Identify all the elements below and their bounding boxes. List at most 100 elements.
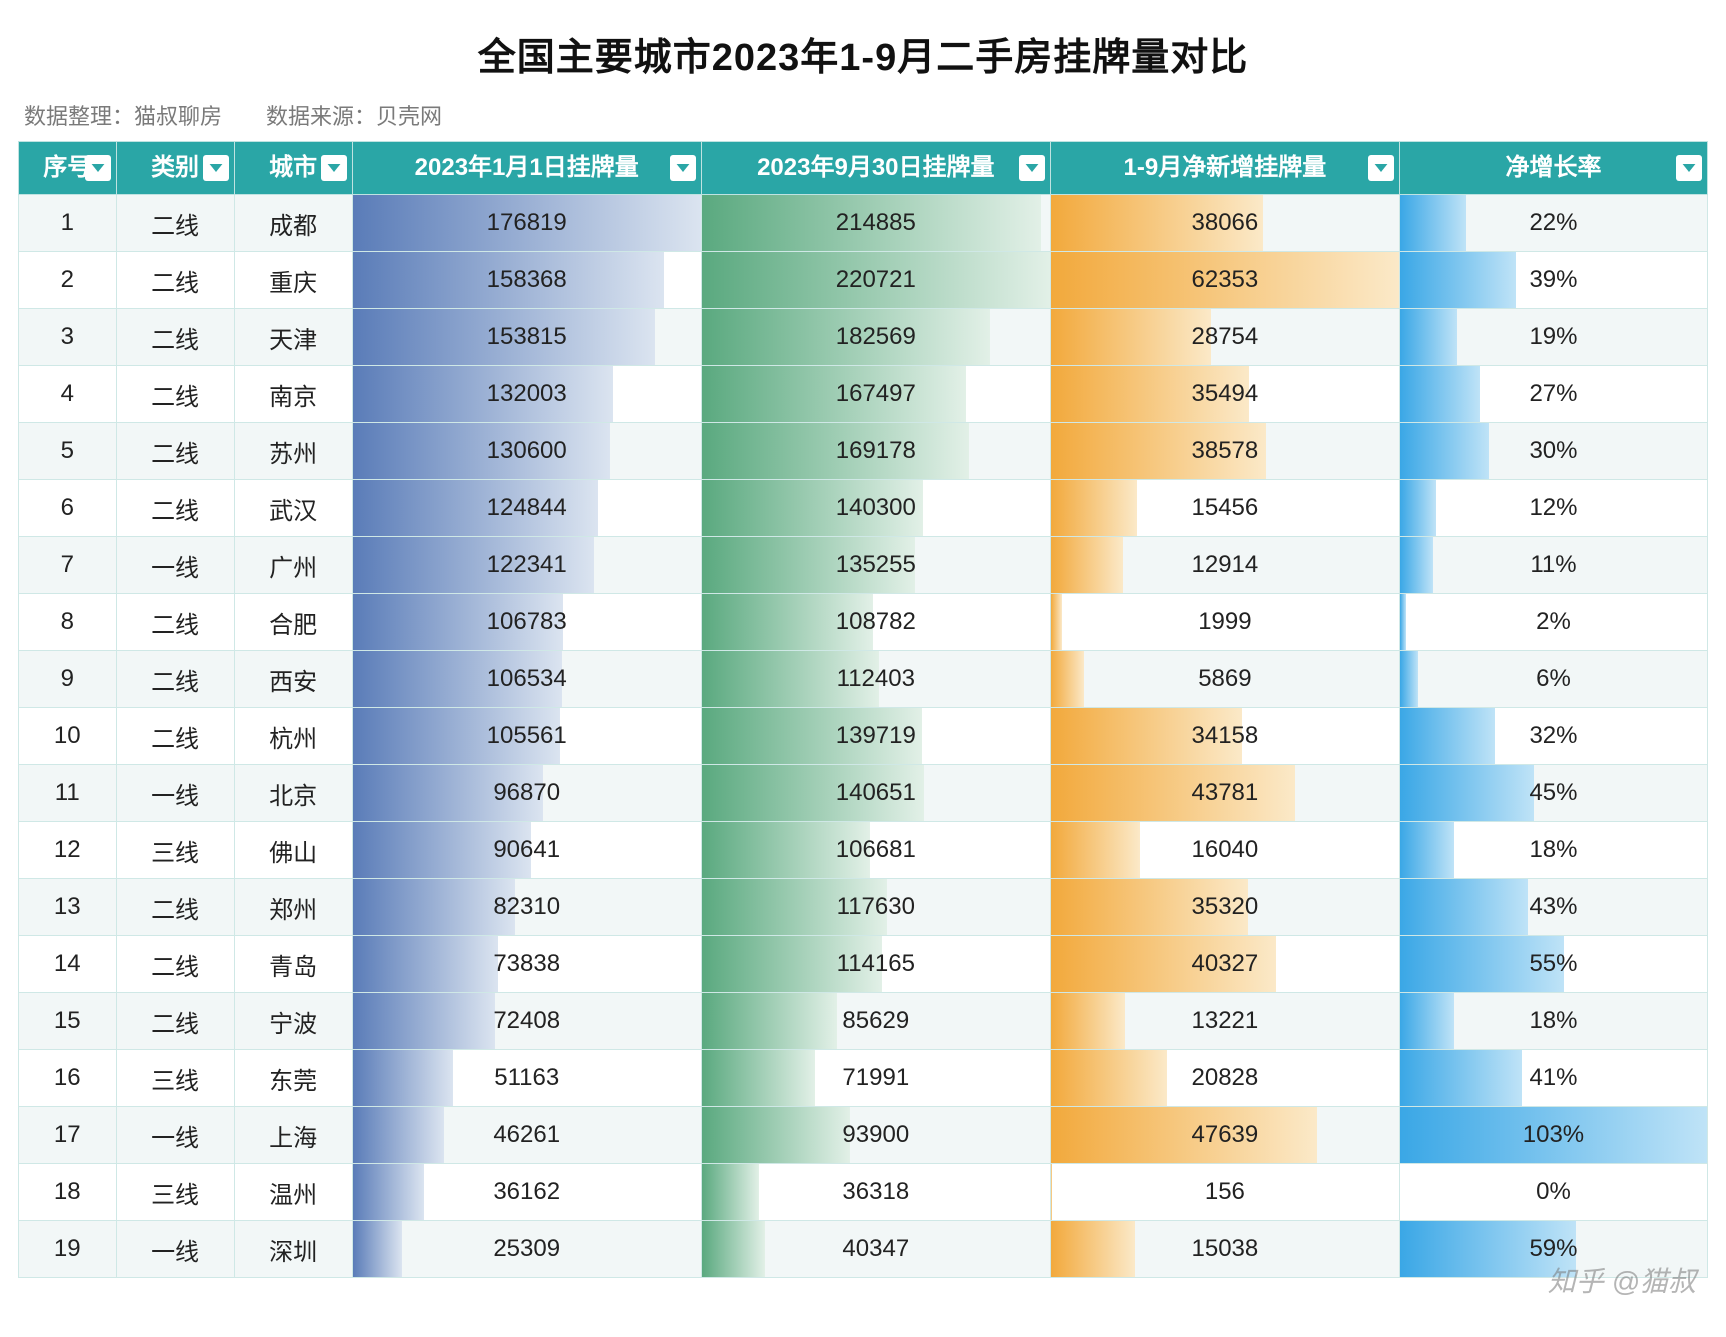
cell-inc: 28754 [1050,309,1399,366]
cell-value: 19% [1400,309,1707,365]
cell-jan: 105561 [352,708,701,765]
cell-value: 28754 [1051,309,1399,365]
cell-value: 85629 [702,993,1050,1049]
filter-dropdown-icon[interactable] [85,155,111,181]
cell-idx: 2 [19,252,117,309]
cell-value: 112403 [702,651,1050,707]
col-header-rate[interactable]: 净增长率 [1399,142,1707,195]
cell-rate: 11% [1399,537,1707,594]
col-header-inc[interactable]: 1-9月净新增挂牌量 [1050,142,1399,195]
cell-rate: 55% [1399,936,1707,993]
cell-inc: 40327 [1050,936,1399,993]
cell-value: 16040 [1051,822,1399,878]
cell-jan: 25309 [352,1221,701,1278]
cell-value: 47639 [1051,1107,1399,1163]
cell-value: 135255 [702,537,1050,593]
filter-dropdown-icon[interactable] [1019,155,1045,181]
cell-idx: 16 [19,1050,117,1107]
cell-value: 15038 [1051,1221,1399,1277]
col-header-city[interactable]: 城市 [234,142,352,195]
col-header-idx[interactable]: 序号 [19,142,117,195]
cell-city: 温州 [234,1164,352,1221]
table-row: 18三线温州36162363181560% [19,1164,1708,1221]
cell-jan: 51163 [352,1050,701,1107]
filter-dropdown-icon[interactable] [321,155,347,181]
cell-idx: 19 [19,1221,117,1278]
col-header-label: 2023年1月1日挂牌量 [415,142,639,194]
cell-value: 40347 [702,1221,1050,1277]
cell-value: 12% [1400,480,1707,536]
cell-jan: 176819 [352,195,701,252]
cell-sep: 182569 [701,309,1050,366]
cell-sep: 85629 [701,993,1050,1050]
cell-rate: 41% [1399,1050,1707,1107]
cell-city: 苏州 [234,423,352,480]
cell-rate: 2% [1399,594,1707,651]
cell-idx: 5 [19,423,117,480]
cell-rate: 6% [1399,651,1707,708]
cell-inc: 35494 [1050,366,1399,423]
cell-value: 36162 [353,1164,701,1220]
cell-inc: 43781 [1050,765,1399,822]
cell-value: 140300 [702,480,1050,536]
cell-inc: 62353 [1050,252,1399,309]
cell-value: 103% [1400,1107,1707,1163]
filter-dropdown-icon[interactable] [203,155,229,181]
filter-dropdown-icon[interactable] [1676,155,1702,181]
cell-value: 72408 [353,993,701,1049]
col-header-jan[interactable]: 2023年1月1日挂牌量 [352,142,701,195]
cell-value: 43% [1400,879,1707,935]
cell-rate: 43% [1399,879,1707,936]
cell-jan: 158368 [352,252,701,309]
cell-city: 合肥 [234,594,352,651]
cell-inc: 156 [1050,1164,1399,1221]
cell-sep: 106681 [701,822,1050,879]
cell-value: 38066 [1051,195,1399,251]
cell-tier: 二线 [116,480,234,537]
cell-city: 西安 [234,651,352,708]
cell-jan: 46261 [352,1107,701,1164]
cell-inc: 20828 [1050,1050,1399,1107]
table-row: 15二线宁波72408856291322118% [19,993,1708,1050]
cell-jan: 106783 [352,594,701,651]
cell-value: 55% [1400,936,1707,992]
cell-city: 东莞 [234,1050,352,1107]
cell-jan: 73838 [352,936,701,993]
cell-tier: 三线 [116,822,234,879]
cell-value: 105561 [353,708,701,764]
cell-value: 122341 [353,537,701,593]
page-root: 全国主要城市2023年1-9月二手房挂牌量对比 数据整理：猫叔聊房 数据来源：贝… [0,0,1726,1318]
cell-city: 青岛 [234,936,352,993]
col-header-tier[interactable]: 类别 [116,142,234,195]
col-header-label: 类别 [151,142,199,194]
table-row: 2二线重庆1583682207216235339% [19,252,1708,309]
filter-dropdown-icon[interactable] [1368,155,1394,181]
cell-value: 73838 [353,936,701,992]
cell-rate: 22% [1399,195,1707,252]
chart-title: 全国主要城市2023年1-9月二手房挂牌量对比 [18,26,1708,81]
cell-idx: 6 [19,480,117,537]
cell-inc: 1999 [1050,594,1399,651]
cell-value: 220721 [702,252,1050,308]
cell-inc: 15038 [1050,1221,1399,1278]
table-row: 10二线杭州1055611397193415832% [19,708,1708,765]
cell-inc: 16040 [1050,822,1399,879]
cell-value: 106783 [353,594,701,650]
table-row: 12三线佛山906411066811604018% [19,822,1708,879]
cell-value: 35320 [1051,879,1399,935]
cell-value: 124844 [353,480,701,536]
cell-idx: 12 [19,822,117,879]
cell-value: 130600 [353,423,701,479]
cell-city: 上海 [234,1107,352,1164]
cell-jan: 72408 [352,993,701,1050]
cell-value: 156 [1051,1164,1399,1220]
cell-value: 153815 [353,309,701,365]
cell-value: 6% [1400,651,1707,707]
cell-jan: 96870 [352,765,701,822]
filter-dropdown-icon[interactable] [670,155,696,181]
cell-value: 117630 [702,879,1050,935]
col-header-sep[interactable]: 2023年9月30日挂牌量 [701,142,1050,195]
cell-city: 天津 [234,309,352,366]
cell-value: 132003 [353,366,701,422]
cell-idx: 9 [19,651,117,708]
